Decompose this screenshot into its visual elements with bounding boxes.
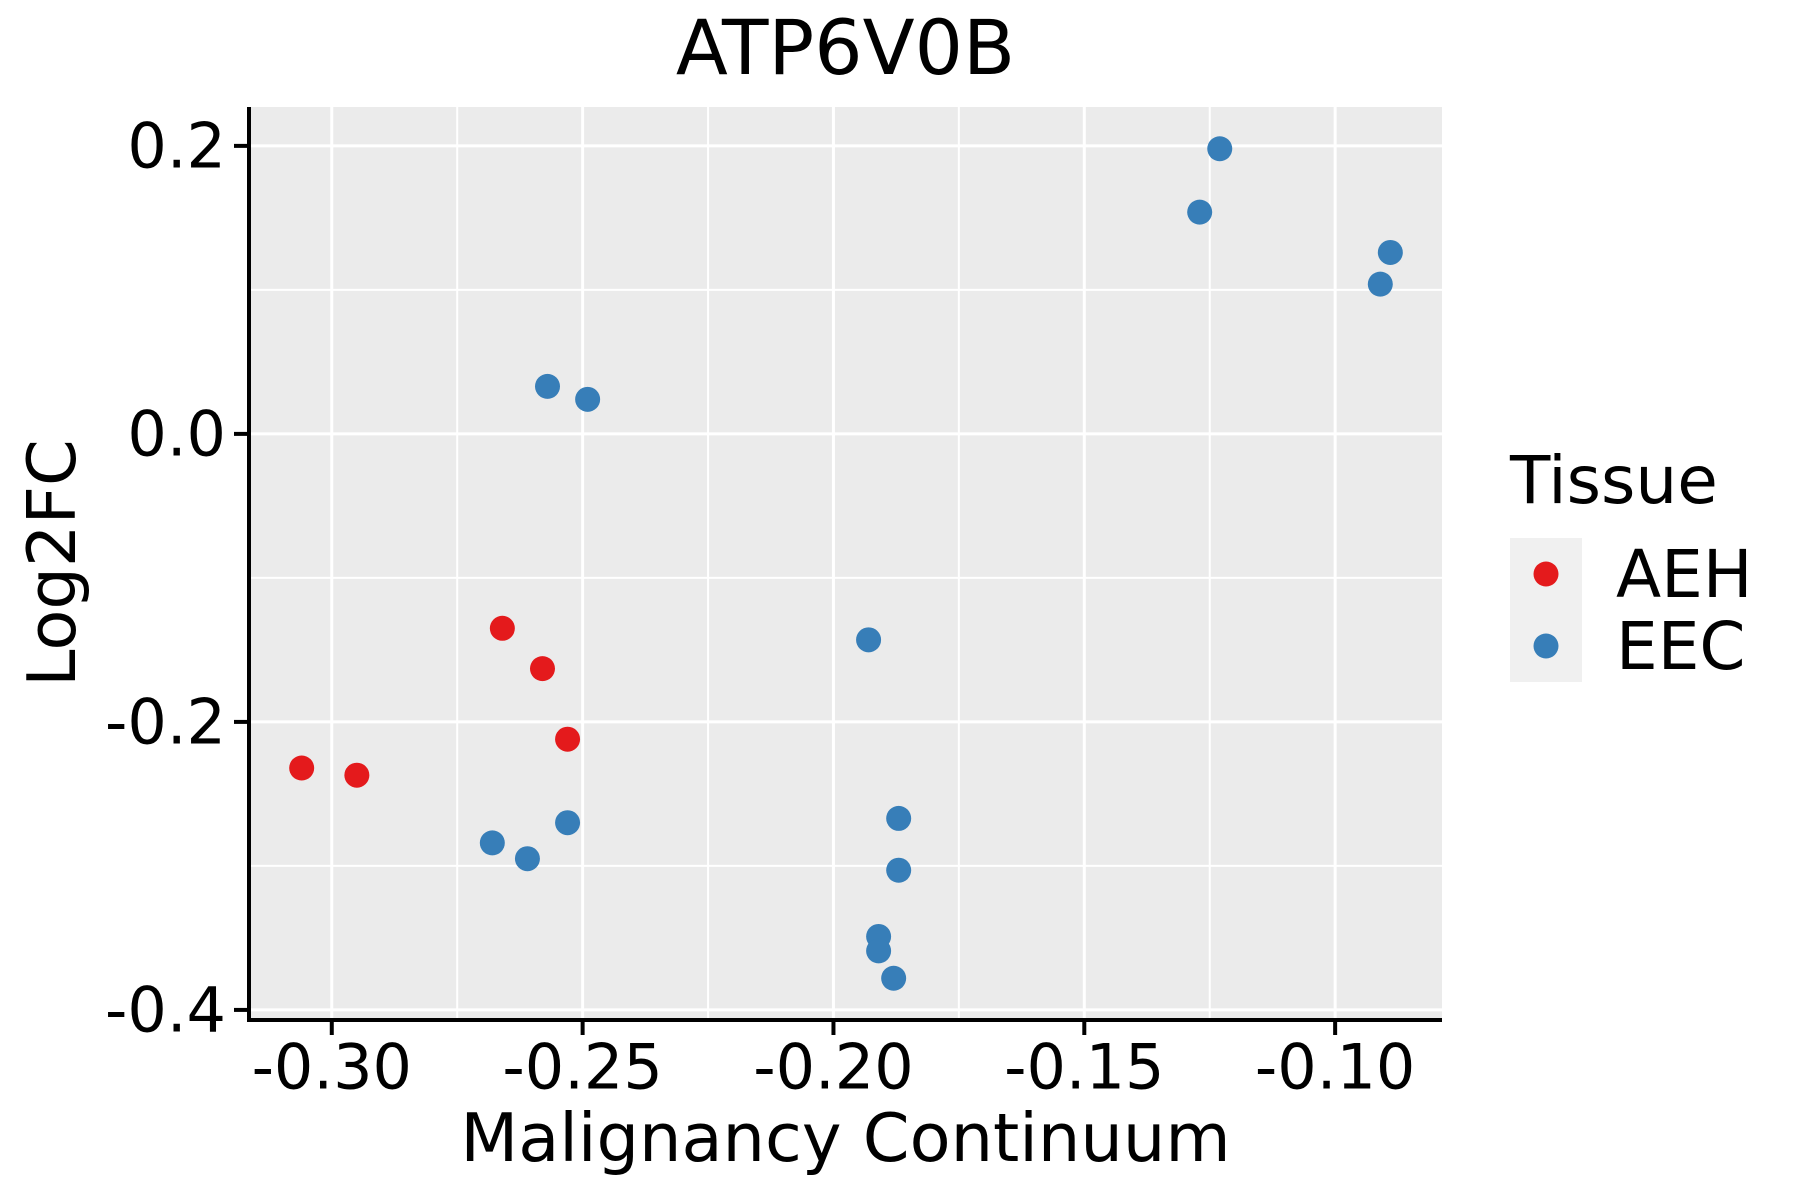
legend-entry-eec: EEC bbox=[1510, 607, 1798, 685]
legend-dot-icon bbox=[1533, 633, 1559, 659]
data-point-eec bbox=[479, 830, 505, 856]
data-point-eec bbox=[1187, 199, 1213, 225]
data-point-aeh bbox=[489, 615, 515, 641]
data-point-aeh bbox=[344, 762, 370, 788]
data-point-eec bbox=[1367, 271, 1393, 297]
y-tick-label: 0.2 bbox=[127, 109, 226, 182]
y-tick-label: -0.2 bbox=[105, 685, 226, 758]
data-point-eec bbox=[856, 627, 882, 653]
major-gridlines bbox=[249, 107, 1442, 1020]
data-point-eec bbox=[1207, 136, 1233, 162]
data-point-eec bbox=[866, 938, 892, 964]
tick-labels: -0.30 -0.25 -0.20 -0.15 -0.10 0.2 0.0 -0.2 -0.4 bbox=[105, 109, 1415, 1103]
data-points bbox=[289, 136, 1403, 991]
legend: Tissue AEH EEC bbox=[1510, 442, 1798, 685]
plot-panel bbox=[249, 107, 1442, 1020]
x-tick-label: -0.15 bbox=[1004, 1030, 1164, 1103]
data-point-eec bbox=[575, 386, 601, 412]
data-point-aeh bbox=[555, 726, 581, 752]
y-tick-label: -0.4 bbox=[105, 973, 226, 1046]
x-tick-label: -0.30 bbox=[252, 1030, 412, 1103]
minor-gridlines bbox=[249, 107, 1442, 1020]
legend-label: AEH bbox=[1616, 535, 1753, 613]
data-point-eec bbox=[1377, 239, 1403, 265]
legend-entry-aeh: AEH bbox=[1510, 535, 1798, 613]
x-tick-label: -0.25 bbox=[502, 1030, 662, 1103]
data-point-eec bbox=[886, 857, 912, 883]
y-axis-title: Log2FC bbox=[13, 439, 91, 687]
data-point-aeh bbox=[529, 656, 555, 682]
data-point-eec bbox=[535, 373, 561, 399]
data-point-eec bbox=[514, 846, 540, 872]
legend-label: EEC bbox=[1616, 607, 1746, 685]
tick-marks bbox=[234, 143, 1338, 1035]
data-point-aeh bbox=[289, 755, 315, 781]
legend-entries: AEH EEC bbox=[1510, 535, 1798, 685]
data-point-eec bbox=[886, 805, 912, 831]
x-axis-title: Malignancy Continuum bbox=[460, 1099, 1231, 1177]
plot-title: ATP6V0B bbox=[675, 3, 1016, 92]
legend-key bbox=[1510, 610, 1582, 682]
data-point-eec bbox=[881, 965, 907, 991]
legend-key bbox=[1510, 538, 1582, 610]
axis-lines bbox=[247, 107, 1442, 1022]
data-point-eec bbox=[555, 810, 581, 836]
x-tick-label: -0.10 bbox=[1255, 1030, 1415, 1103]
y-tick-label: 0.0 bbox=[127, 397, 226, 470]
legend-title: Tissue bbox=[1510, 442, 1718, 519]
legend-dot-icon bbox=[1533, 561, 1559, 587]
x-tick-label: -0.20 bbox=[753, 1030, 913, 1103]
